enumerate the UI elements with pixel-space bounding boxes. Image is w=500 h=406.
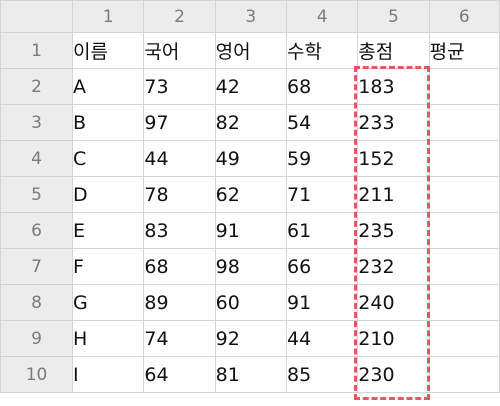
cell[interactable]: 국어 xyxy=(143,32,216,69)
cell[interactable]: B xyxy=(72,104,145,141)
cell[interactable] xyxy=(428,356,500,393)
cell[interactable]: D xyxy=(72,176,145,213)
row-header[interactable]: 2 xyxy=(0,68,74,105)
table-row: 7 F 68 98 66 232 xyxy=(0,248,500,285)
cell[interactable]: 233 xyxy=(357,104,430,141)
row-header[interactable]: 1 xyxy=(0,32,74,69)
cell[interactable]: 68 xyxy=(285,68,359,105)
row-header[interactable]: 4 xyxy=(0,140,74,177)
cell[interactable]: 82 xyxy=(214,104,287,141)
cell[interactable] xyxy=(428,176,500,213)
cell[interactable]: 210 xyxy=(357,320,430,357)
cell[interactable]: 89 xyxy=(143,284,216,321)
cell[interactable]: 85 xyxy=(285,356,359,393)
cell[interactable]: 이름 xyxy=(72,32,145,69)
cell[interactable]: 81 xyxy=(214,356,287,393)
cell[interactable]: H xyxy=(72,320,145,357)
cell[interactable]: 총점 xyxy=(357,32,430,69)
cell[interactable]: 44 xyxy=(285,320,359,357)
cell[interactable]: A xyxy=(72,68,145,105)
cell[interactable]: 230 xyxy=(357,356,430,393)
cell[interactable]: I xyxy=(72,356,145,393)
cell[interactable] xyxy=(428,284,500,321)
cell[interactable]: 61 xyxy=(285,212,359,249)
table-row: 10 I 64 81 85 230 xyxy=(0,356,500,393)
select-all-corner[interactable] xyxy=(0,0,74,33)
table-row: 9 H 74 92 44 210 xyxy=(0,320,500,357)
row-header[interactable]: 5 xyxy=(0,176,74,213)
table-row: 5 D 78 62 71 211 xyxy=(0,176,500,213)
cell[interactable] xyxy=(428,212,500,249)
cell[interactable]: 59 xyxy=(285,140,359,177)
row-header[interactable]: 3 xyxy=(0,104,74,141)
cell[interactable]: 91 xyxy=(214,212,287,249)
cell[interactable]: 49 xyxy=(214,140,287,177)
table-row: 1 이름 국어 영어 수학 총점 평균 xyxy=(0,32,500,69)
row-header[interactable]: 10 xyxy=(0,356,74,393)
cell[interactable]: 98 xyxy=(214,248,287,285)
cell[interactable]: 44 xyxy=(143,140,216,177)
cell[interactable]: 74 xyxy=(143,320,216,357)
row-header[interactable]: 6 xyxy=(0,212,74,249)
column-header-5[interactable]: 5 xyxy=(357,0,430,33)
cell[interactable]: 211 xyxy=(357,176,430,213)
cell[interactable] xyxy=(428,248,500,285)
cell[interactable]: 91 xyxy=(285,284,359,321)
cell[interactable]: C xyxy=(72,140,145,177)
cell[interactable]: 78 xyxy=(143,176,216,213)
table-row: 2 A 73 42 68 183 xyxy=(0,68,500,105)
cell[interactable]: 92 xyxy=(214,320,287,357)
cell[interactable]: G xyxy=(72,284,145,321)
cell[interactable]: 232 xyxy=(357,248,430,285)
column-header-row: 1 2 3 4 5 6 xyxy=(0,0,500,33)
cell[interactable]: 수학 xyxy=(285,32,359,69)
cell[interactable]: 평균 xyxy=(428,32,500,69)
cell[interactable]: 235 xyxy=(357,212,430,249)
column-header-3[interactable]: 3 xyxy=(214,0,287,33)
cell[interactable]: 영어 xyxy=(214,32,287,69)
row-header[interactable]: 8 xyxy=(0,284,74,321)
cell[interactable]: E xyxy=(72,212,145,249)
cell[interactable] xyxy=(428,140,500,177)
cell[interactable]: 68 xyxy=(143,248,216,285)
cell[interactable]: 83 xyxy=(143,212,216,249)
table-row: 4 C 44 49 59 152 xyxy=(0,140,500,177)
cell[interactable]: 64 xyxy=(143,356,216,393)
cell[interactable]: F xyxy=(72,248,145,285)
column-header-2[interactable]: 2 xyxy=(143,0,216,33)
cell[interactable]: 62 xyxy=(214,176,287,213)
cell[interactable]: 42 xyxy=(214,68,287,105)
cell[interactable]: 71 xyxy=(285,176,359,213)
cell[interactable] xyxy=(428,68,500,105)
column-header-4[interactable]: 4 xyxy=(285,0,359,33)
row-header[interactable]: 9 xyxy=(0,320,74,357)
cell[interactable]: 183 xyxy=(357,68,430,105)
spreadsheet-grid: 1 2 3 4 5 6 1 이름 국어 영어 수학 총점 평균 2 A 73 42 68 183 3 B 97… xyxy=(0,0,500,393)
column-header-6[interactable]: 6 xyxy=(428,0,500,33)
cell[interactable]: 66 xyxy=(285,248,359,285)
table-row: 3 B 97 82 54 233 xyxy=(0,104,500,141)
cell[interactable]: 60 xyxy=(214,284,287,321)
cell[interactable]: 152 xyxy=(357,140,430,177)
table-row: 8 G 89 60 91 240 xyxy=(0,284,500,321)
cell[interactable]: 54 xyxy=(285,104,359,141)
cell[interactable]: 97 xyxy=(143,104,216,141)
row-header[interactable]: 7 xyxy=(0,248,74,285)
cell[interactable] xyxy=(428,320,500,357)
table-row: 6 E 83 91 61 235 xyxy=(0,212,500,249)
column-header-1[interactable]: 1 xyxy=(72,0,145,33)
cell[interactable]: 73 xyxy=(143,68,216,105)
cell[interactable]: 240 xyxy=(357,284,430,321)
cell[interactable] xyxy=(428,104,500,141)
